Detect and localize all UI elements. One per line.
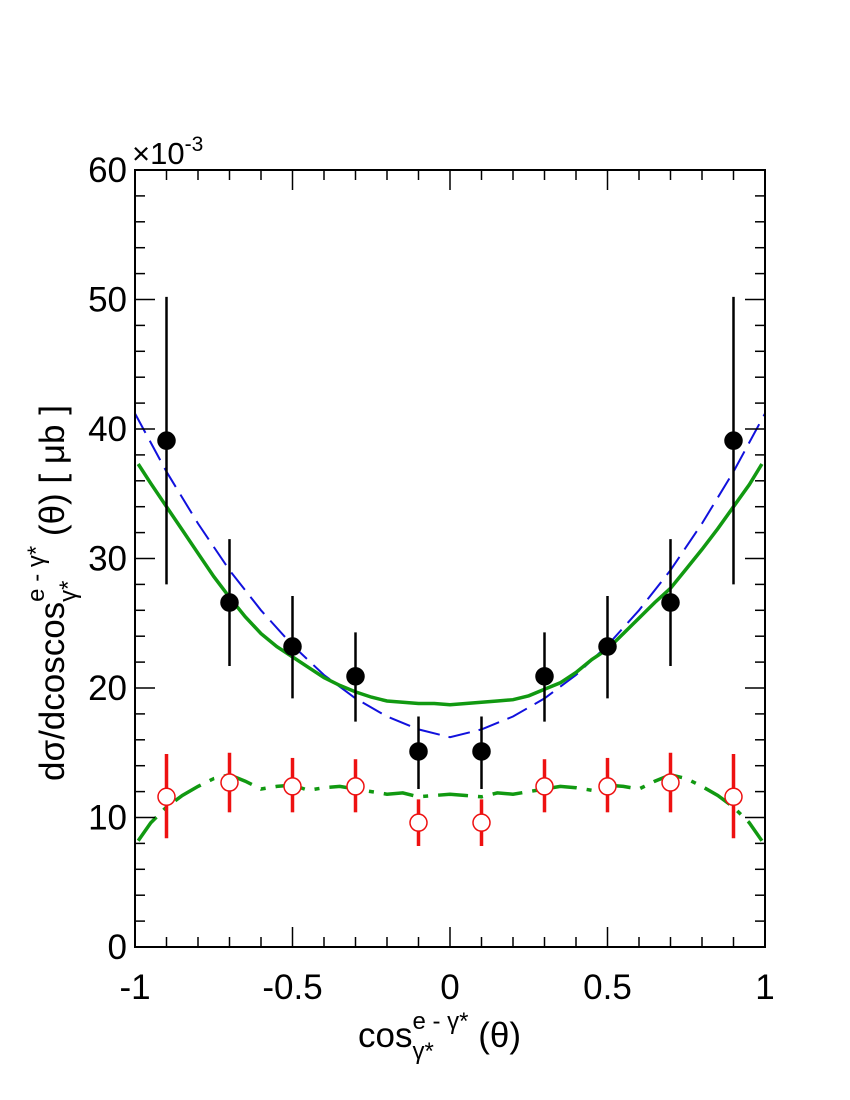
data-point-filled <box>220 593 239 612</box>
data-point-filled <box>409 742 428 761</box>
data-point-filled <box>661 593 680 612</box>
data-point-open <box>724 787 743 807</box>
y-tick-label: 40 <box>88 410 127 449</box>
x-tick-label: -1 <box>119 968 150 1007</box>
x-tick-label: 1 <box>755 968 774 1007</box>
curve-dashed <box>134 413 766 739</box>
y-multiplier-exponent: -3 <box>185 133 204 156</box>
data-point-open <box>661 773 680 792</box>
data-point-open <box>535 777 554 796</box>
data-point-filled <box>472 742 491 761</box>
markers <box>157 431 743 832</box>
y-multiplier-base: ×10 <box>132 136 185 171</box>
x-tick-label: 0.5 <box>583 968 632 1007</box>
data-point-filled <box>598 637 617 656</box>
data-point-filled <box>724 431 743 450</box>
y-multiplier: ×10-3 <box>132 133 203 171</box>
data-point-open <box>409 813 428 832</box>
data-point-filled <box>157 431 176 450</box>
x-axis-label-main: cos <box>358 1016 412 1055</box>
x-tick-label: 0 <box>440 968 459 1007</box>
data-point-open <box>283 777 302 796</box>
data-point-open <box>157 787 176 807</box>
x-axis-label-subscript: γ* <box>412 1038 433 1065</box>
y-axis-label: dσ/dcoscose - γ* γ* (θ) [ μb ] <box>23 405 82 781</box>
data-point-open <box>598 777 617 796</box>
y-tick-label: 10 <box>88 799 127 838</box>
x-tick-label: -0.5 <box>262 968 322 1007</box>
curve-long-dash <box>136 772 764 842</box>
y-axis-label-superscript: e - γ* <box>23 546 50 602</box>
y-tick-label: 20 <box>88 669 127 708</box>
data-point-filled <box>346 667 365 686</box>
x-axis-label-suffix: (θ) <box>468 1016 521 1055</box>
y-axis-label-main: dσ/dcoscos <box>33 602 72 781</box>
y-tick-label: 0 <box>108 928 127 967</box>
error-bars <box>164 296 736 846</box>
y-axis-label-suffix: (θ) [ μb ] <box>33 405 72 546</box>
data-point-filled <box>283 637 302 656</box>
curve-solid <box>136 463 764 707</box>
curves <box>134 413 766 842</box>
data-point-open <box>220 773 239 792</box>
data-point-open <box>472 813 491 832</box>
x-axis-label-superscript: e - γ* <box>412 1008 468 1035</box>
y-tick-label: 50 <box>88 281 127 320</box>
data-point-open <box>346 777 365 796</box>
data-point-filled <box>535 667 554 686</box>
y-axis-label-subscript: γ* <box>55 580 82 601</box>
y-tick-label: 60 <box>88 151 127 190</box>
y-tick-label: 30 <box>88 540 127 579</box>
x-axis-label: cose - γ* γ* (θ) <box>358 1008 521 1065</box>
